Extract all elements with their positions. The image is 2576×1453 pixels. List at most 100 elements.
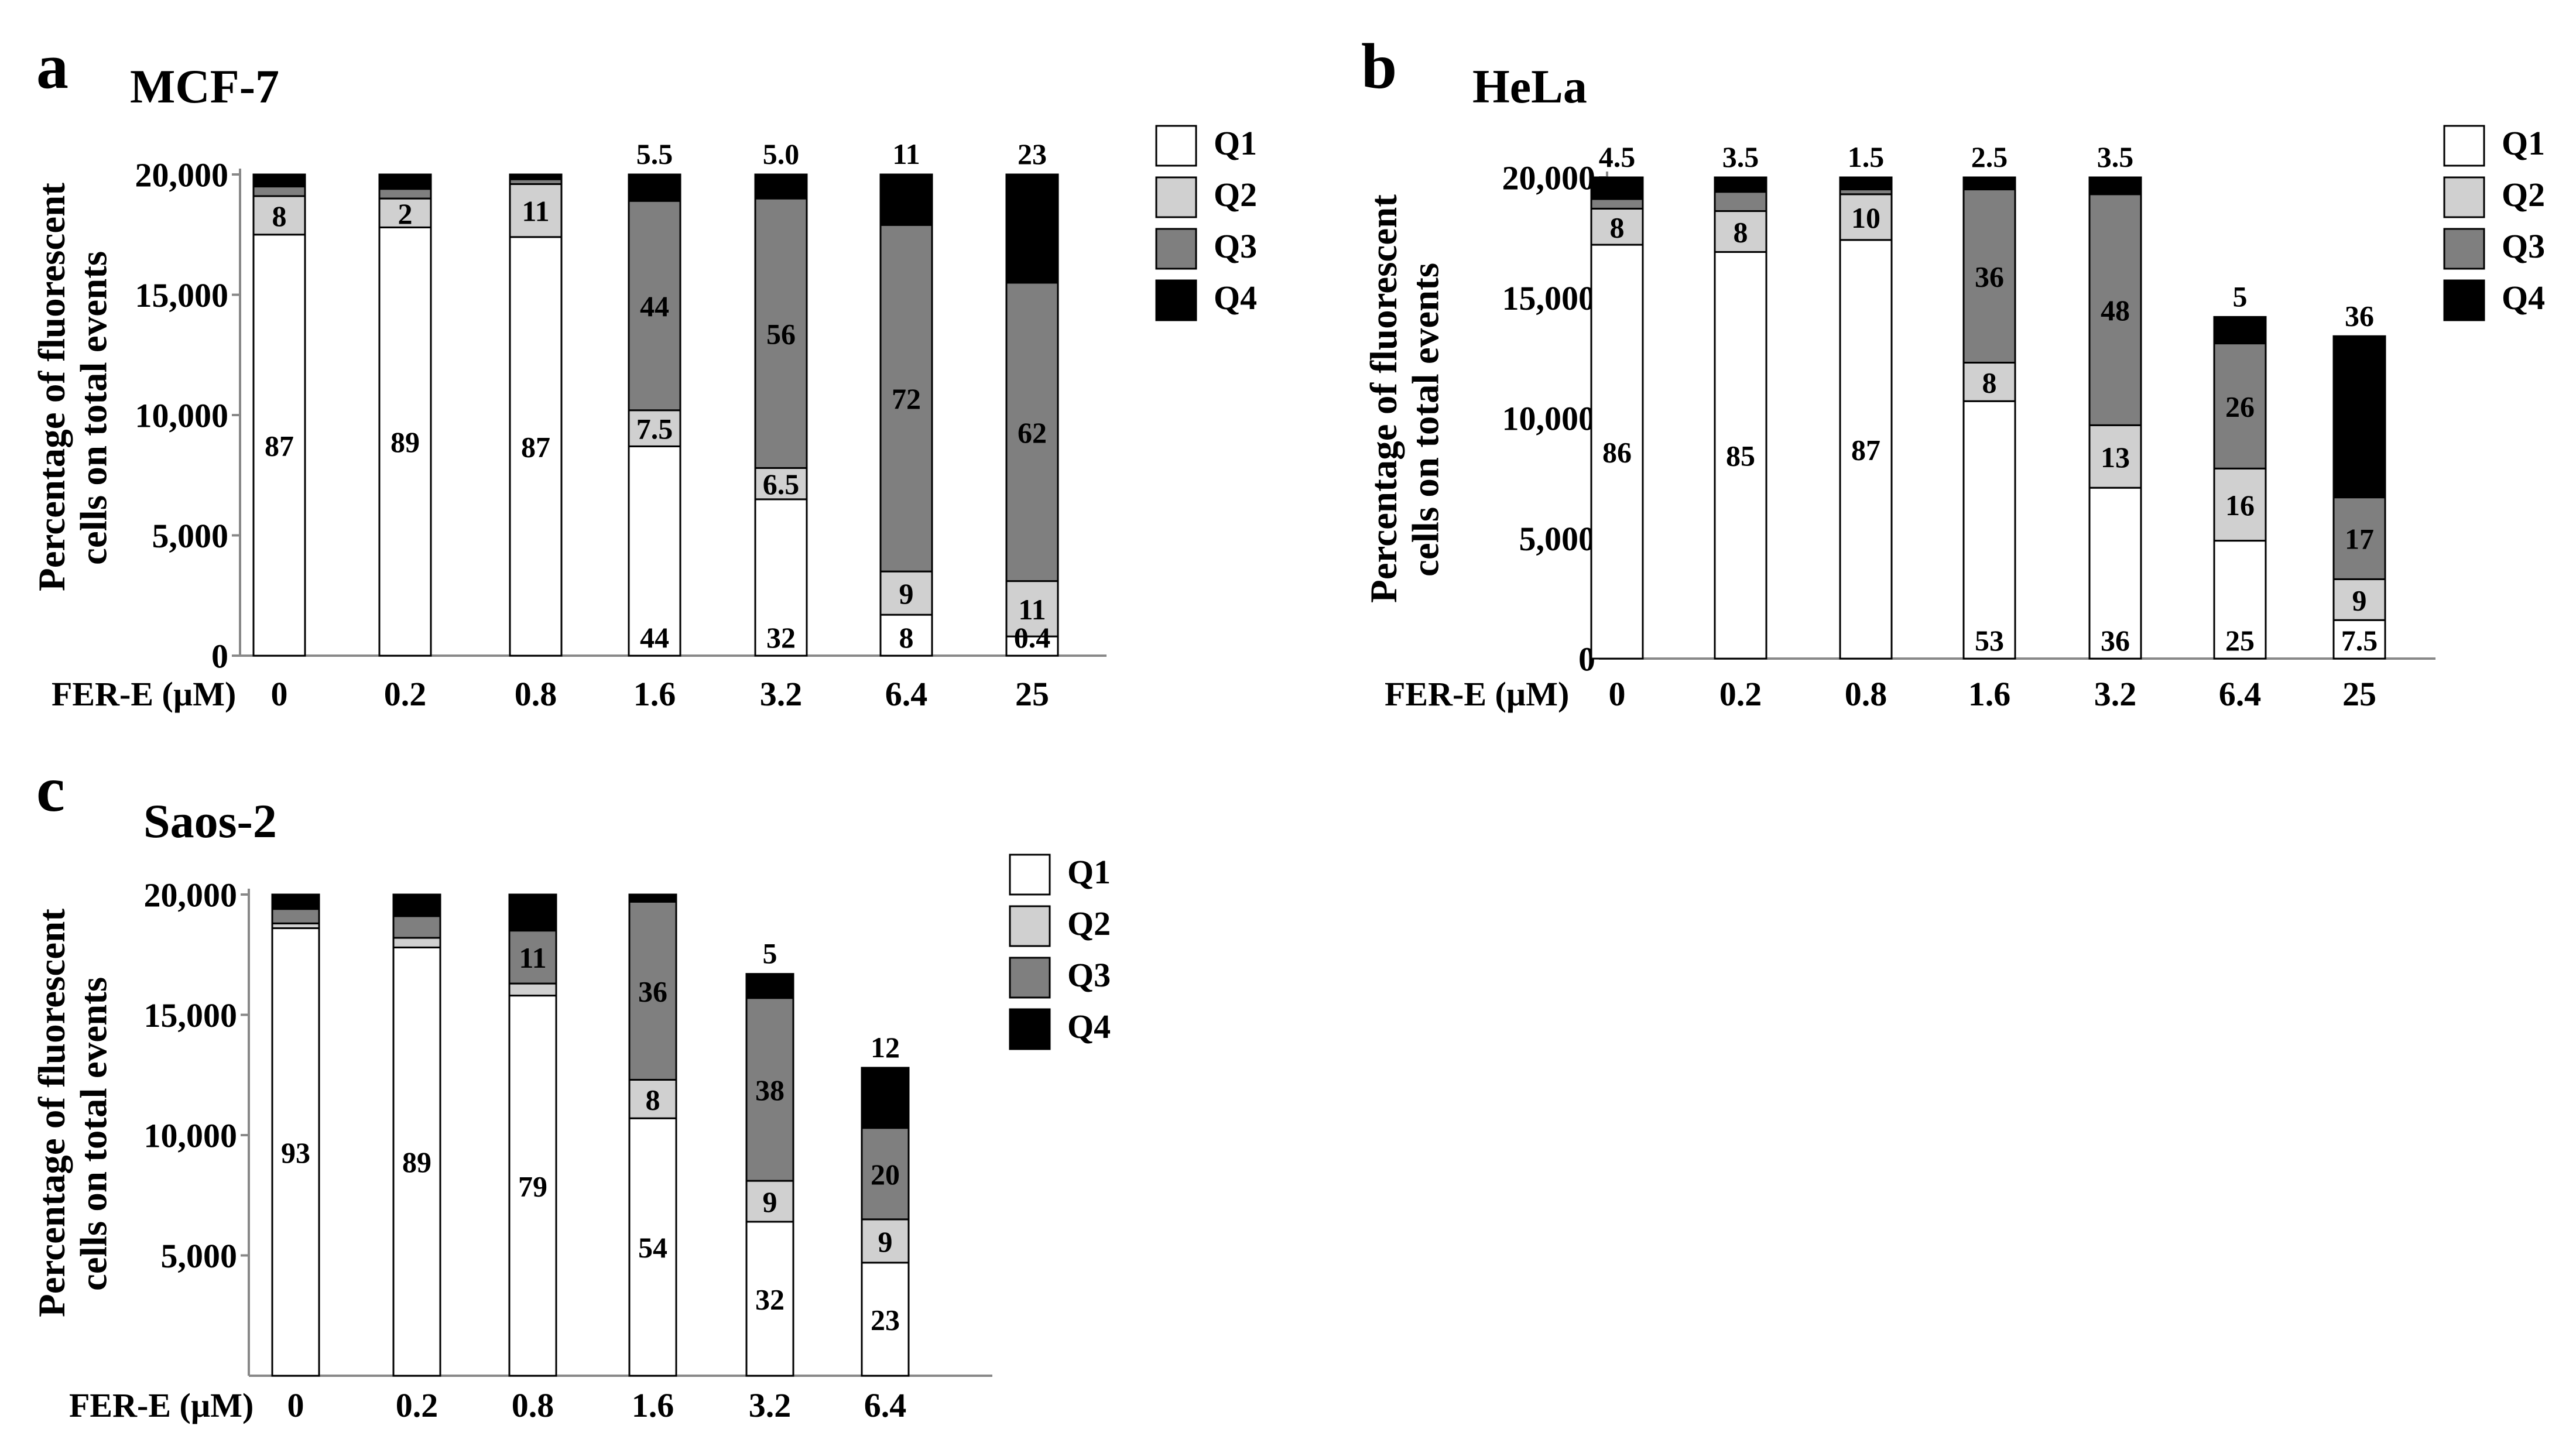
panel-title: HeLa xyxy=(1472,60,1587,113)
bar-value-label: 87 xyxy=(521,430,550,463)
bar-segment-q4 xyxy=(378,173,432,190)
bar-segment-q2 xyxy=(879,570,933,616)
bar-value-label: 89 xyxy=(402,1146,431,1178)
bar-top-label: 5.0 xyxy=(763,138,800,170)
bar-segment-q2 xyxy=(861,1218,910,1264)
bar-segment-q4 xyxy=(628,173,681,202)
x-tick-label: 3.2 xyxy=(2094,675,2137,713)
x-tick-label: 0 xyxy=(287,1386,304,1424)
bar-value-label: 0.4 xyxy=(1014,621,1051,654)
bar-segment-q1 xyxy=(378,226,432,657)
bar-segment-q4 xyxy=(392,893,441,917)
bar-value-label: 13 xyxy=(2101,441,2130,474)
legend-swatch-q4 xyxy=(2443,279,2485,321)
bar-segment-q1 xyxy=(271,927,320,1377)
bar-value-label: 25 xyxy=(2225,624,2255,657)
x-tick-label: 0.8 xyxy=(1845,675,1888,713)
bar-value-label: 8 xyxy=(646,1083,660,1116)
bar-value-label: 38 xyxy=(755,1074,785,1106)
bar-value-label: 10 xyxy=(1851,201,1880,234)
bar-value-label: 54 xyxy=(638,1231,667,1264)
legend-label-q4: Q4 xyxy=(2502,279,2545,317)
bar-segment-q3 xyxy=(392,915,441,939)
bar-value-label: 23 xyxy=(871,1303,900,1336)
x-tick-label: 1.6 xyxy=(1968,675,2011,713)
bar-value-label: 87 xyxy=(1851,433,1880,466)
bar-segment-q4 xyxy=(1714,176,1767,193)
y-tick-label: 10,000 xyxy=(135,396,229,434)
bar-segment-q2 xyxy=(2332,578,2386,621)
x-tick-label: 25 xyxy=(1015,675,1049,713)
bar-segment-q1 xyxy=(252,234,306,657)
bar-value-label: 9 xyxy=(899,577,914,610)
x-tick-label: 6.4 xyxy=(864,1386,907,1424)
legend-label-q4: Q4 xyxy=(1067,1007,1111,1046)
bar-segment-q1 xyxy=(2088,486,2142,660)
bar-top-label: 11 xyxy=(892,138,920,170)
bar-segment-q1 xyxy=(509,236,563,657)
x-axis-label: FER-E (µM) xyxy=(52,675,236,713)
panel-letter: c xyxy=(36,753,65,825)
bar-segment-q4 xyxy=(628,893,677,903)
x-axis-label: FER-E (µM) xyxy=(1385,675,1569,713)
y-axis-label: Percentage of fluorescentcells on total … xyxy=(31,909,115,1317)
bar-value-label: 7.5 xyxy=(2341,624,2378,657)
y-tick-label: 10,000 xyxy=(144,1116,238,1154)
bar-segment-q3 xyxy=(879,224,933,573)
panel-title: MCF-7 xyxy=(130,60,279,113)
bar-segment-q3 xyxy=(861,1127,910,1221)
bar-segment-q4 xyxy=(879,173,933,226)
bar-value-label: 9 xyxy=(2352,584,2367,616)
legend-label-q1: Q1 xyxy=(2502,124,2545,162)
y-tick-label: 15,000 xyxy=(135,276,229,314)
bar-segment-q2 xyxy=(1005,580,1059,638)
x-tick-label: 6.4 xyxy=(2219,675,2262,713)
bar-segment-q3 xyxy=(252,186,306,197)
bar-segment-q4 xyxy=(1005,173,1059,284)
bar-value-label: 16 xyxy=(2225,489,2255,522)
bar-segment-q3 xyxy=(754,197,808,469)
bar-segment-q3 xyxy=(1714,191,1767,213)
bar-value-label: 36 xyxy=(1975,261,2004,293)
bar-segment-q4 xyxy=(509,173,563,180)
x-tick-label: 3.2 xyxy=(760,675,803,713)
bar-segment-q4 xyxy=(252,173,306,188)
bar-segment-q2 xyxy=(1839,193,1893,241)
bar-value-label: 44 xyxy=(640,621,669,654)
panel-title: Saos-2 xyxy=(143,794,277,848)
bar-segment-q1 xyxy=(2213,540,2267,660)
bar-segment-q2 xyxy=(628,409,681,447)
bar-value-label: 48 xyxy=(2101,294,2130,327)
bar-value-label: 8 xyxy=(899,621,914,654)
legend-label-q4: Q4 xyxy=(1214,279,1257,317)
bar-segment-q2 xyxy=(2088,424,2142,489)
bar-segment-q4 xyxy=(271,893,320,910)
bar-segment-q1 xyxy=(1005,635,1059,657)
bar-segment-q3 xyxy=(628,900,677,1081)
legend-label-q1: Q1 xyxy=(1214,124,1257,162)
x-tick-label: 0.2 xyxy=(1719,675,1762,713)
bar-top-label: 36 xyxy=(2345,299,2374,332)
bar-segment-q4 xyxy=(1962,176,2016,191)
y-tick-label: 20,000 xyxy=(1502,159,1596,197)
panel-letter: b xyxy=(1361,30,1397,102)
bar-value-label: 44 xyxy=(640,290,669,323)
y-tick-label: 15,000 xyxy=(144,996,238,1034)
legend-swatch-q1 xyxy=(1155,125,1197,167)
x-axis-label: FER-E (µM) xyxy=(69,1386,254,1424)
bar-value-label: 85 xyxy=(1726,440,1755,472)
bar-segment-q2 xyxy=(2213,467,2267,542)
bar-segment-q4 xyxy=(1590,176,1644,200)
legend-swatch-q3 xyxy=(1155,228,1197,270)
bar-segment-q3 xyxy=(2332,496,2386,580)
x-tick-label: 6.4 xyxy=(885,675,928,713)
bar-top-label: 1.5 xyxy=(1848,140,1885,173)
bar-segment-q1 xyxy=(1962,400,2016,660)
bar-value-label: 56 xyxy=(766,317,796,350)
bar-segment-q1 xyxy=(861,1262,910,1377)
legend-swatch-q2 xyxy=(1155,176,1197,218)
bar-value-label: 11 xyxy=(519,941,546,974)
legend-swatch-q2 xyxy=(2443,176,2485,218)
bar-value-label: 2 xyxy=(398,197,413,230)
